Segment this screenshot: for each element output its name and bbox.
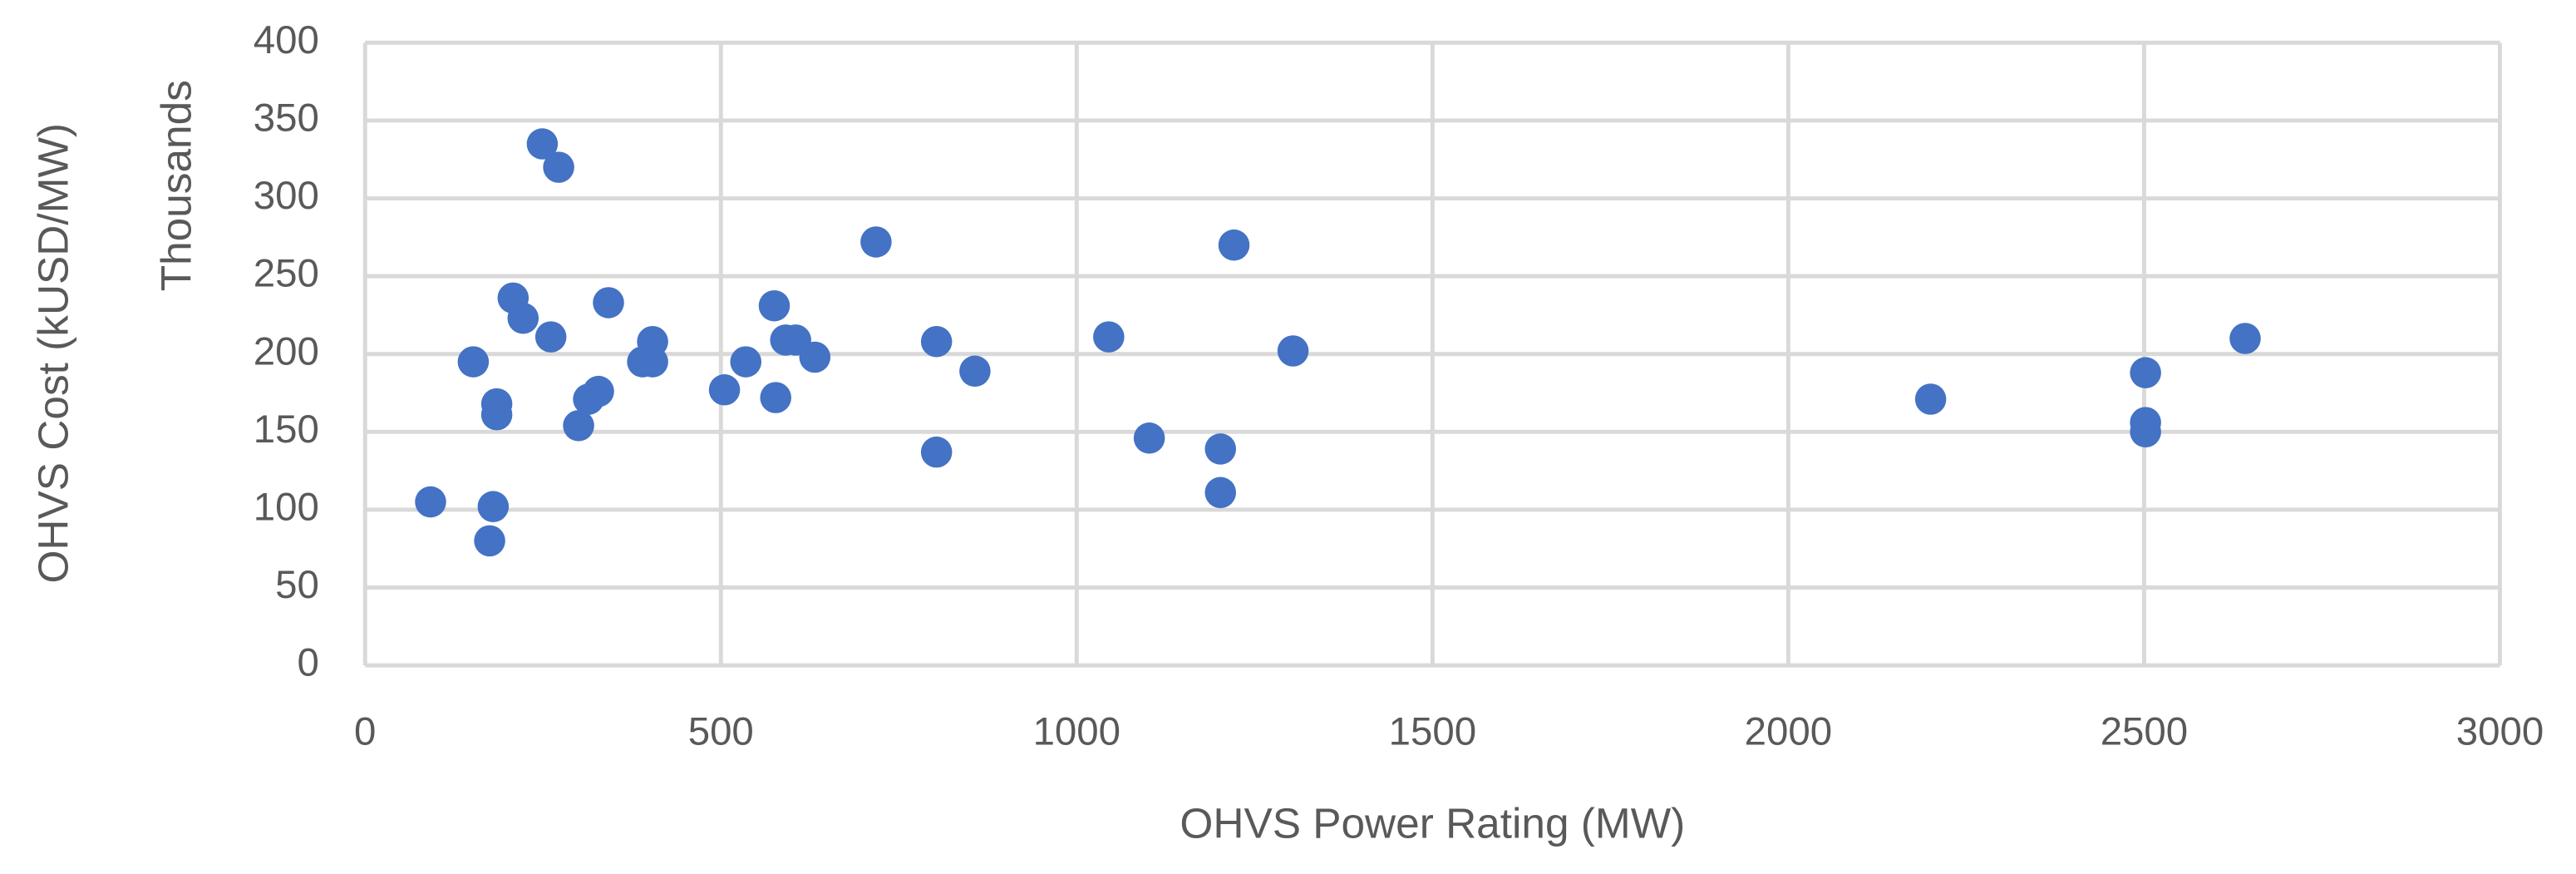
point [920, 325, 953, 358]
y-tick-label: 0 [298, 641, 319, 685]
point [758, 289, 791, 322]
point [543, 151, 574, 183]
point [593, 287, 624, 318]
x-tick-label: 2000 [1745, 710, 1832, 754]
y-tick-label: 400 [254, 18, 319, 62]
point [474, 525, 505, 557]
point [1914, 383, 1947, 415]
point [507, 302, 539, 334]
point [730, 346, 762, 378]
y-tick-label: 100 [254, 485, 319, 529]
point [1218, 229, 1250, 261]
point [583, 375, 614, 407]
point [1204, 433, 1237, 465]
y-tick-label: 250 [254, 252, 319, 296]
x-tick-label: 500 [688, 710, 754, 754]
point [563, 410, 594, 442]
point [920, 436, 953, 468]
point [2130, 416, 2161, 448]
point [457, 346, 490, 378]
point [415, 486, 446, 518]
y-tick-label: 300 [254, 174, 319, 218]
y-unit-label: Thousands [153, 80, 200, 291]
x-tick-label: 0 [354, 710, 376, 754]
point [480, 398, 513, 431]
y-tick-label: 150 [254, 407, 319, 452]
point [2229, 323, 2261, 354]
point [637, 325, 668, 358]
x-axis-title: OHVS Power Rating (MW) [1180, 799, 1685, 847]
y-tick-label: 350 [254, 96, 319, 140]
point [799, 341, 831, 373]
y-tick-label: 200 [254, 329, 319, 373]
point [477, 491, 510, 522]
point [2130, 357, 2161, 388]
point [1204, 477, 1237, 509]
x-tick-label: 3000 [2456, 710, 2544, 754]
point [860, 226, 892, 258]
x-tick-label: 1500 [1389, 710, 1476, 754]
y-axis-title: OHVS Cost (kUSD/MW) [29, 123, 76, 584]
point [1277, 335, 1309, 367]
point [1093, 321, 1125, 353]
point [708, 374, 741, 406]
x-tick-label: 1000 [1033, 710, 1121, 754]
point [760, 382, 791, 413]
y-tick-label: 50 [275, 563, 319, 607]
point [1133, 422, 1165, 454]
point [959, 355, 991, 388]
point [534, 321, 567, 353]
point [526, 128, 559, 160]
x-tick-label: 2500 [2101, 710, 2188, 754]
